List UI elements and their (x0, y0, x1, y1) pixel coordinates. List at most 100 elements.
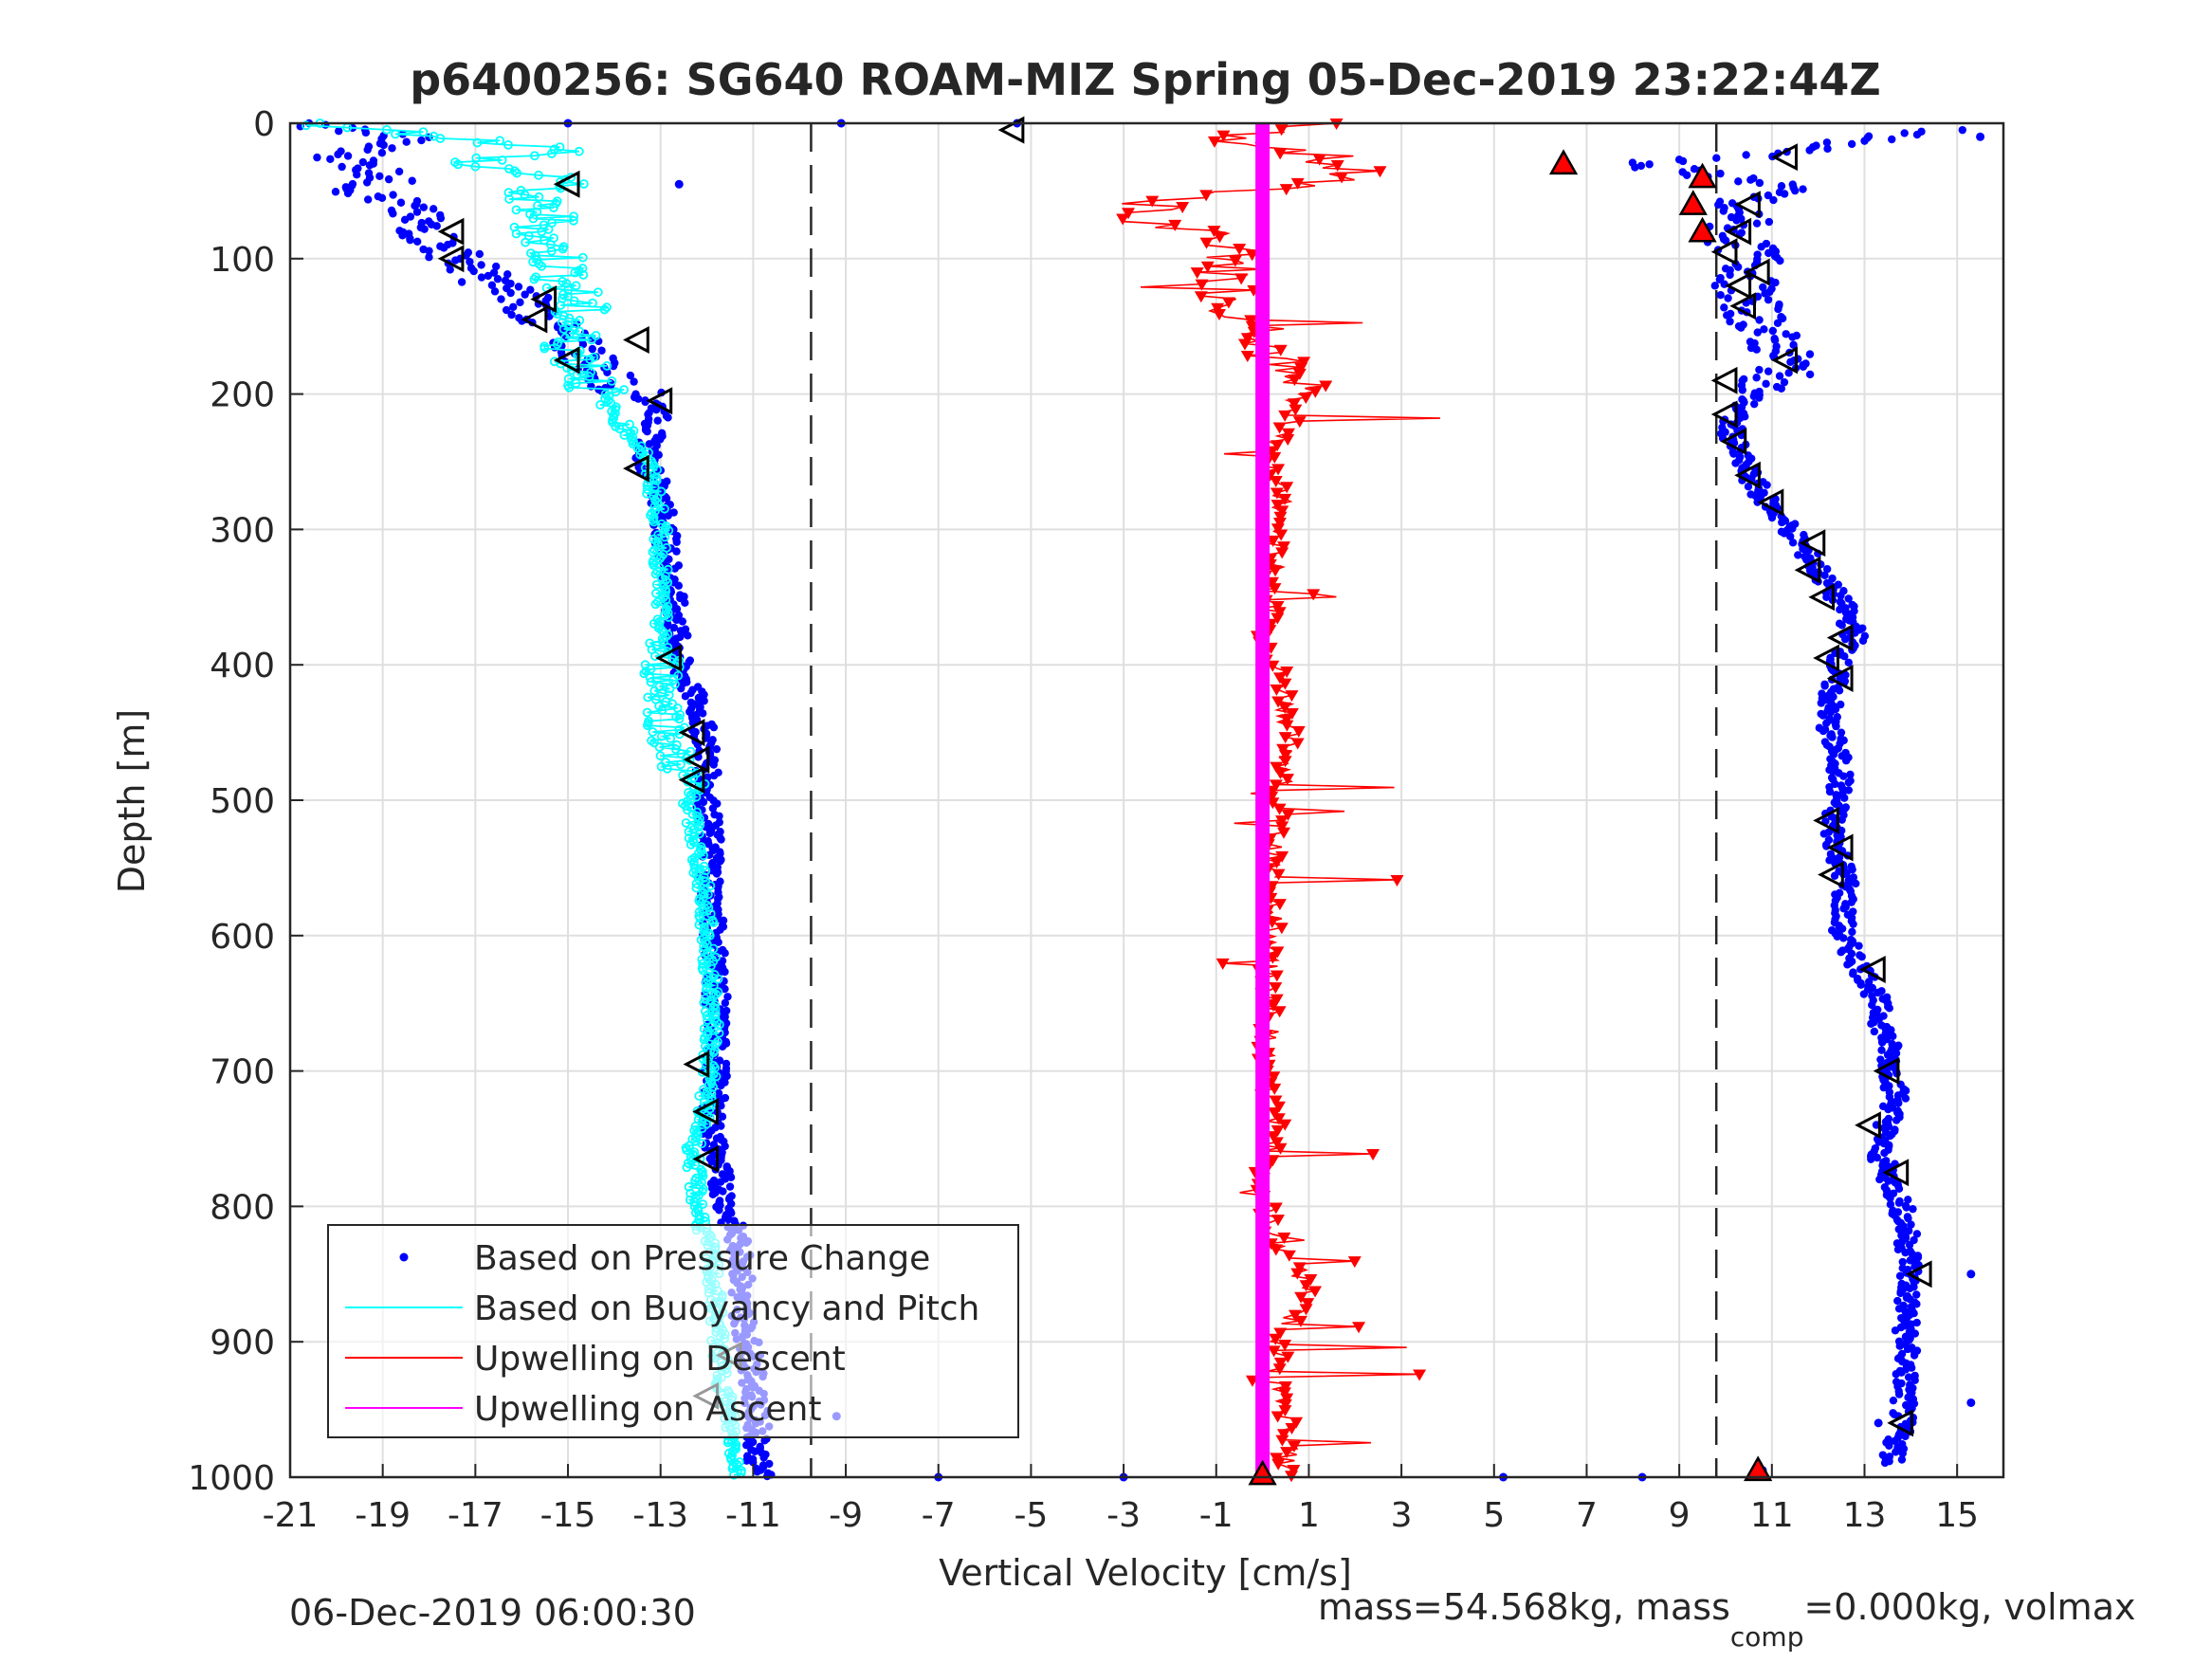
y-tick-label: 1000 (188, 1459, 275, 1498)
pressure-velocity-point (1755, 365, 1764, 375)
buoyancy-pitch-point (520, 190, 530, 200)
x-tick-label: 11 (1750, 1496, 1794, 1535)
buoyancy-pitch-point (614, 424, 625, 434)
pressure-velocity-point (506, 288, 515, 298)
pressure-velocity-point (1724, 294, 1732, 302)
pressure-velocity-point (1860, 137, 1869, 145)
descent-marker (1304, 1273, 1318, 1286)
pressure-velocity-point (1768, 326, 1778, 336)
open-triangle-marker (1710, 238, 1738, 266)
pressure-velocity-outlier (1897, 1283, 1907, 1292)
descent-marker (1271, 612, 1285, 625)
descent-marker (1270, 994, 1284, 1006)
descent-marker (1271, 440, 1285, 452)
descent-marker (1290, 177, 1305, 190)
open-triangle-marker (1882, 1159, 1910, 1187)
descent-marker (1288, 1309, 1302, 1322)
buoyancy-pitch-point (531, 272, 541, 283)
buoyancy-pitch-point (650, 599, 661, 610)
buoyancy-pitch-point (700, 994, 710, 1003)
pressure-velocity-point (1636, 161, 1646, 171)
x-tick-label: -9 (829, 1496, 863, 1535)
pressure-velocity-point (1885, 1441, 1893, 1450)
pressure-velocity-point (1786, 357, 1795, 367)
descent-marker (1274, 124, 1289, 137)
descent-marker (1267, 1345, 1281, 1358)
pressure-velocity-point (1839, 905, 1848, 913)
descent-marker (1271, 1113, 1286, 1125)
red-triangle-marker (1688, 216, 1717, 243)
pressure-velocity-point (477, 273, 486, 282)
open-triangle-marker (1734, 191, 1761, 219)
descent-marker (1289, 404, 1303, 416)
legend-box (327, 1224, 1019, 1438)
buoyancy-pitch-point (712, 1036, 722, 1047)
pressure-velocity-point (1720, 303, 1728, 312)
buoyancy-pitch-point (664, 525, 674, 536)
buoyancy-pitch-point (708, 918, 719, 927)
descent-marker (1268, 1083, 1282, 1095)
descent-marker (1272, 672, 1287, 685)
descent-marker (1240, 351, 1254, 363)
pressure-velocity-point (681, 598, 689, 607)
pressure-velocity-outlier (1966, 1270, 1976, 1279)
pressure-velocity-point (402, 137, 411, 146)
pressure-velocity-point (1822, 565, 1832, 574)
pressure-velocity-point (1761, 289, 1769, 298)
descent-marker (1285, 708, 1299, 721)
descent-marker (1297, 356, 1311, 369)
x-tick-label: -7 (922, 1496, 956, 1535)
buoyancy-pitch-point (665, 684, 675, 694)
pressure-velocity-point (503, 270, 512, 279)
descent-marker (1273, 344, 1288, 356)
descent-marker (1240, 333, 1254, 345)
pressure-velocity-point (1839, 934, 1848, 942)
buoyancy-pitch-point (694, 813, 704, 824)
buoyancy-pitch-point (710, 1004, 721, 1014)
buoyancy-pitch-point (706, 1088, 717, 1099)
pressure-velocity-point (1873, 1153, 1882, 1162)
x-tick-label: -3 (1106, 1496, 1141, 1535)
open-triangle-marker (1859, 956, 1886, 983)
pressure-velocity-point (1895, 1342, 1904, 1350)
descent-marker (1308, 386, 1323, 398)
pressure-velocity-point (717, 835, 725, 844)
pressure-velocity-point (1844, 658, 1853, 667)
pressure-velocity-point (626, 371, 635, 380)
descent-marker (1269, 1333, 1283, 1345)
buoyancy-pitch-point (584, 372, 594, 382)
pressure-velocity-point (716, 857, 724, 866)
buoyancy-pitch-point (674, 724, 685, 735)
descent-marker (1280, 1447, 1294, 1459)
pressure-velocity-point (1755, 316, 1764, 324)
pressure-velocity-point (1849, 920, 1857, 928)
pressure-velocity-point (1820, 571, 1829, 580)
buoyancy-pitch-point (663, 643, 673, 652)
pressure-velocity-point (343, 189, 353, 198)
pressure-velocity-point (1760, 325, 1768, 334)
pressure-velocity-point (699, 709, 707, 718)
open-triangle-marker (437, 217, 465, 246)
buoyancy-pitch-point (564, 313, 575, 323)
pressure-velocity-point (709, 760, 718, 769)
descent-marker (1299, 1304, 1313, 1316)
pressure-velocity-point (1905, 1226, 1913, 1235)
descent-marker (1267, 1131, 1281, 1143)
x-tick-label: -1 (1199, 1496, 1234, 1535)
pressure-velocity-point (1645, 160, 1654, 169)
descent-marker (1267, 1071, 1281, 1084)
pressure-velocity-point (1786, 532, 1795, 540)
x-tick-label: 7 (1576, 1496, 1598, 1535)
descent-marker (1271, 1411, 1285, 1423)
pressure-velocity-point (1904, 1214, 1912, 1223)
pressure-velocity-point (1886, 1200, 1895, 1209)
pressure-velocity-point (1757, 243, 1765, 251)
buoyancy-pitch-point (656, 761, 667, 772)
buoyancy-pitch-point (599, 304, 610, 315)
buoyancy-pitch-point (564, 382, 575, 393)
buoyancy-pitch-point (642, 707, 652, 718)
descent-marker (1269, 779, 1283, 792)
pressure-velocity-point (1764, 367, 1773, 375)
footer-mass-prefix: mass=54.568kg, mass (1318, 1586, 1730, 1628)
buoyancy-pitch-point (545, 240, 556, 249)
